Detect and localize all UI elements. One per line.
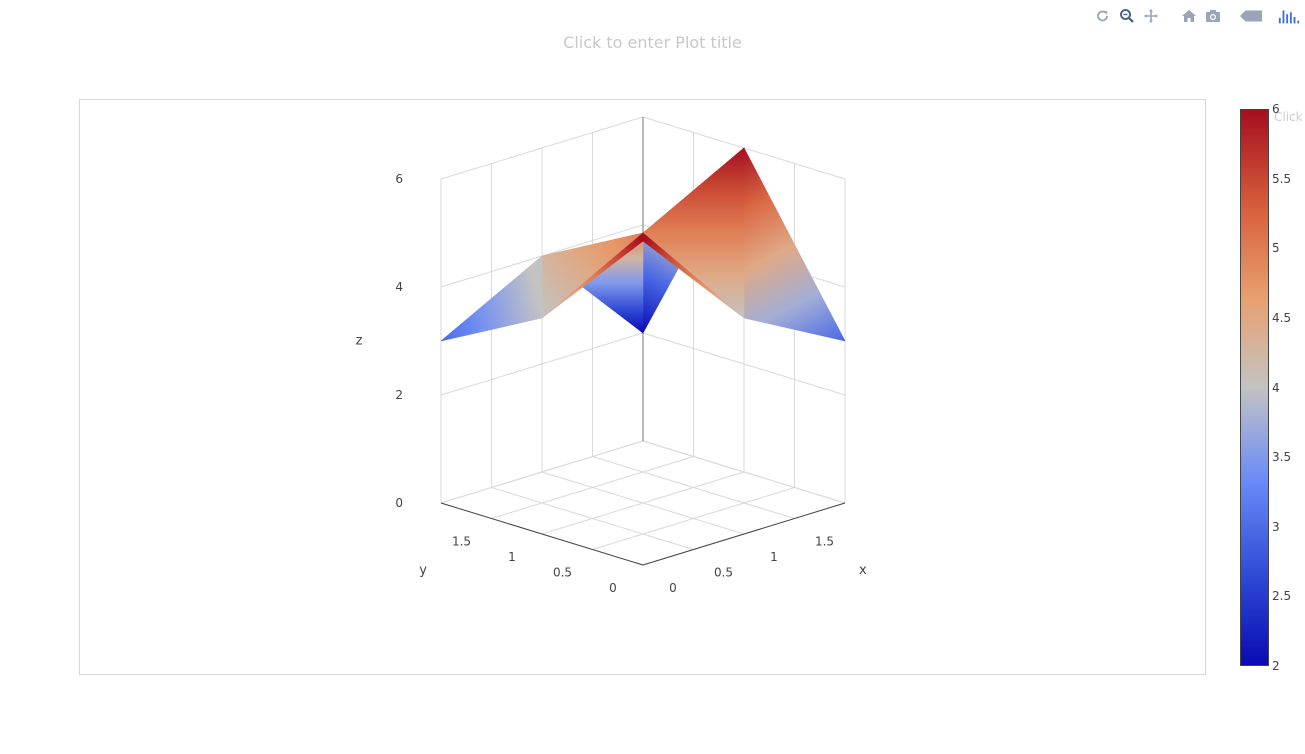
hover-label-icon[interactable] [1239,5,1263,27]
label-layer: 0 0.5 1 1.5 0 0.5 1 1.5 0 2 4 6 x y z [356,172,867,595]
y-axis-line [440,502,644,566]
surface-facet [541,232,644,319]
pan-icon[interactable] [1139,5,1163,27]
x-tick-label: 0 [669,581,677,595]
wall-grid-line [440,440,644,504]
y-axis-title: y [419,563,427,578]
x-axis-line [642,502,846,566]
modebar-group-camera [1091,5,1163,27]
z-tick-label: 4 [395,280,403,294]
x-axis-title: x [859,563,867,578]
y-tick-label: 0 [609,581,617,595]
wall-grid-line [440,116,644,180]
colorbar-tick-label: 2.5 [1272,589,1292,604]
surface-facet [440,255,543,342]
colorbar-tick-label: 4 [1272,380,1280,395]
x-tick-label: 0.5 [714,566,733,580]
z-tick-label: 0 [395,496,403,510]
plotly-logo-icon[interactable] [1277,5,1301,27]
floor-grid-line [541,471,745,535]
y-tick-label: 1.5 [452,535,471,549]
colorbar-tick-label: 5 [1272,241,1280,256]
x-tick-label: 1 [770,550,778,564]
colorbar-tick-label: 5.5 [1272,171,1292,186]
scene-frame[interactable] [79,99,1206,675]
colorbar [1240,109,1269,666]
z-tick-label: 6 [395,172,403,186]
colorbar-tick-label: 3.5 [1272,450,1292,465]
colorbar-title[interactable]: Click to enter [1274,110,1305,124]
z-tick-label: 2 [395,388,403,402]
colorbar-tick-label: 3 [1272,519,1280,534]
floor-grid-line [592,456,795,519]
y-tick-label: 0.5 [553,566,572,580]
surface-layer [440,147,846,342]
modebar [1077,5,1301,27]
colorbar-tick-label: 2 [1272,659,1280,673]
wall-grid-line [642,332,846,396]
y-tick-label: 1 [508,550,516,564]
zoom-icon[interactable] [1115,5,1139,27]
home-icon[interactable] [1177,5,1201,27]
modebar-group-logo [1277,5,1301,27]
camera-icon[interactable] [1201,5,1225,27]
reset-camera-icon[interactable] [1091,5,1115,27]
plot-title[interactable]: Click to enter Plot title [563,33,742,52]
grid-layer [440,116,846,566]
x-tick-label: 1.5 [815,535,834,549]
z-axis-title: z [356,334,363,349]
wall-grid-line [642,440,846,504]
wall-grid-line [440,332,644,396]
floor-grid-line [491,456,694,519]
modebar-group-view [1177,5,1225,27]
colorbar-tick-label: 6 [1272,102,1280,116]
modebar-group-hover [1239,5,1263,27]
colorbar-tick-label: 4.5 [1272,310,1292,325]
